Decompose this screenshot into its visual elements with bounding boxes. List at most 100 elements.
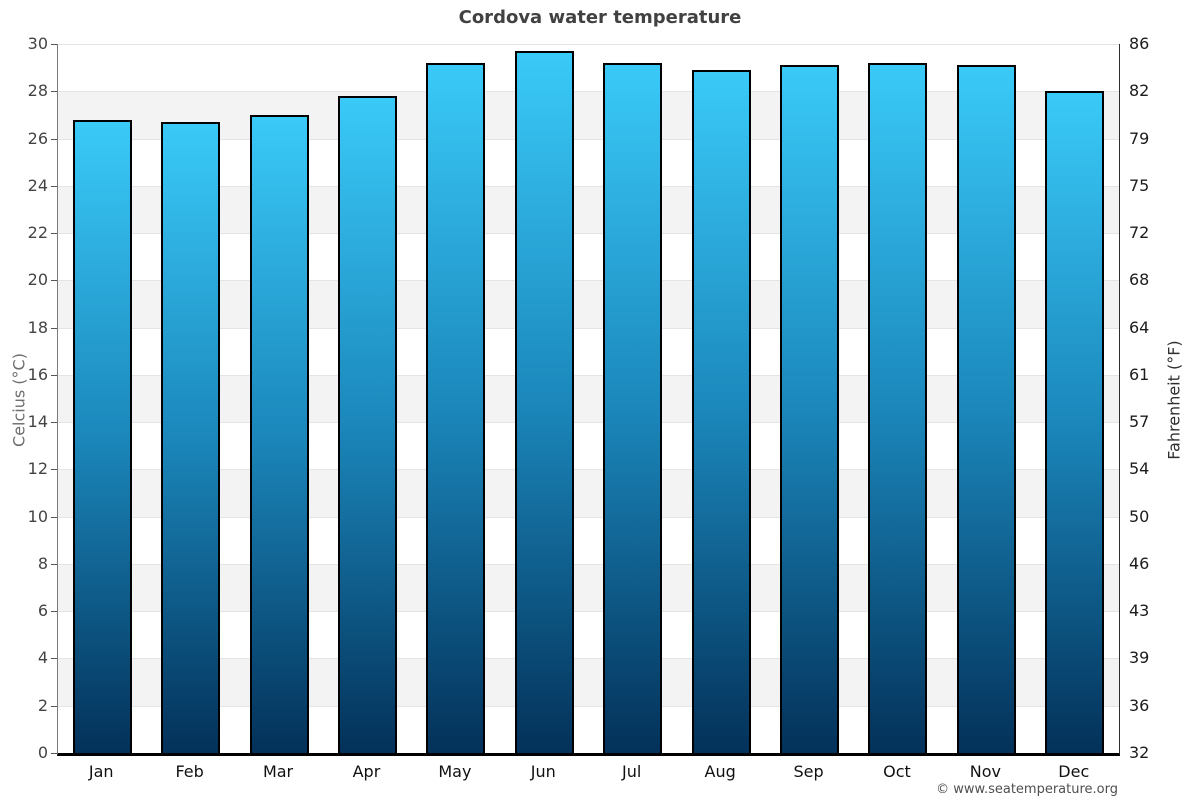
gridline bbox=[58, 233, 1119, 234]
x-tick-label: Nov bbox=[969, 762, 1001, 781]
plot-band bbox=[58, 280, 1119, 328]
x-tick-label: Jun bbox=[530, 762, 556, 781]
y-tick-label-fahrenheit: 50 bbox=[1129, 506, 1150, 526]
x-tick-label: Jul bbox=[622, 762, 642, 781]
gridline bbox=[58, 422, 1119, 423]
y-tick-mark bbox=[51, 469, 57, 471]
plot-band bbox=[58, 516, 1119, 564]
y-tick-mark bbox=[51, 233, 57, 235]
chart-title: Cordova water temperature bbox=[458, 7, 742, 28]
x-tick-label: Dec bbox=[1058, 762, 1090, 781]
bar-jun bbox=[514, 51, 574, 753]
y-tick-label-fahrenheit: 64 bbox=[1129, 317, 1150, 337]
bar-feb bbox=[161, 122, 221, 753]
gridline bbox=[58, 280, 1119, 281]
y-tick-label-fahrenheit: 68 bbox=[1129, 270, 1150, 290]
y-tick-label-celsius: 14 bbox=[27, 412, 48, 432]
bar-aug bbox=[691, 70, 751, 753]
bar-jan bbox=[72, 119, 132, 753]
x-tick-label: Apr bbox=[352, 762, 381, 781]
y-tick-mark bbox=[51, 658, 57, 660]
gridline bbox=[58, 517, 1119, 518]
y-tick-mark bbox=[51, 753, 57, 754]
y-tick-label-celsius: 4 bbox=[37, 648, 48, 668]
x-tick-label: Sep bbox=[793, 762, 824, 781]
y-tick-mark bbox=[51, 611, 57, 613]
y-tick-mark bbox=[51, 91, 57, 93]
y-tick-label-fahrenheit: 36 bbox=[1129, 695, 1150, 715]
plot-band bbox=[58, 185, 1119, 234]
x-tick-label: Oct bbox=[883, 762, 911, 781]
y-tick-label-celsius: 28 bbox=[27, 81, 48, 101]
x-tick-label: Jan bbox=[88, 762, 114, 781]
plot-area bbox=[57, 44, 1120, 756]
y-tick-label-celsius: 22 bbox=[27, 223, 48, 243]
y-tick-label-celsius: 24 bbox=[27, 175, 48, 195]
bar-mar bbox=[249, 114, 309, 753]
gridline bbox=[58, 328, 1119, 329]
bar-dec bbox=[1045, 91, 1105, 753]
y-tick-label-fahrenheit: 86 bbox=[1129, 34, 1150, 53]
y-tick-label-celsius: 12 bbox=[27, 459, 48, 479]
y-tick-label-fahrenheit: 39 bbox=[1129, 648, 1150, 668]
plot-band bbox=[58, 327, 1119, 375]
bar-oct bbox=[868, 62, 928, 753]
plot-band bbox=[58, 658, 1119, 706]
gridline bbox=[58, 611, 1119, 612]
x-tick-label: Feb bbox=[175, 762, 204, 781]
y-tick-label-celsius: 16 bbox=[27, 364, 48, 384]
y-axis-title-fahrenheit: Fahrenheit (°F) bbox=[1164, 340, 1184, 460]
y-tick-label-fahrenheit: 61 bbox=[1129, 364, 1150, 384]
gridline bbox=[58, 469, 1119, 470]
bar-nov bbox=[956, 65, 1016, 753]
y-tick-label-celsius: 26 bbox=[27, 128, 48, 148]
plot-band bbox=[58, 138, 1119, 186]
y-tick-label-celsius: 2 bbox=[37, 695, 48, 715]
copyright-link[interactable]: © www.seatemperature.org bbox=[936, 782, 1118, 797]
gridline bbox=[58, 186, 1119, 187]
y-tick-label-celsius: 8 bbox=[37, 553, 48, 573]
y-tick-mark bbox=[51, 185, 57, 187]
bar-may bbox=[426, 62, 486, 753]
plot-band bbox=[58, 611, 1119, 659]
y-tick-label-celsius: 0 bbox=[37, 743, 48, 762]
gridline bbox=[58, 91, 1119, 92]
gridline bbox=[58, 139, 1119, 140]
y-tick-label-fahrenheit: 82 bbox=[1129, 81, 1150, 101]
gridline bbox=[58, 44, 1119, 45]
y-tick-mark bbox=[51, 563, 57, 565]
y-tick-mark bbox=[51, 374, 57, 376]
x-tick-label: Mar bbox=[262, 762, 294, 781]
plot-band bbox=[58, 563, 1119, 612]
y-tick-label-celsius: 20 bbox=[27, 270, 48, 290]
x-tick-label: Aug bbox=[704, 762, 736, 781]
plot-band bbox=[58, 705, 1119, 753]
y-tick-label-fahrenheit: 57 bbox=[1129, 412, 1150, 432]
y-tick-label-fahrenheit: 32 bbox=[1129, 743, 1150, 762]
y-tick-label-celsius: 10 bbox=[27, 506, 48, 526]
bar-jul bbox=[603, 62, 663, 753]
plot-band bbox=[58, 44, 1119, 92]
y-tick-label-celsius: 18 bbox=[27, 317, 48, 337]
y-tick-label-fahrenheit: 46 bbox=[1129, 553, 1150, 573]
bar-sep bbox=[780, 65, 840, 753]
y-tick-label-fahrenheit: 43 bbox=[1129, 601, 1150, 621]
y-tick-label-fahrenheit: 54 bbox=[1129, 459, 1150, 479]
y-tick-mark bbox=[51, 327, 57, 329]
plot-band bbox=[58, 422, 1119, 470]
y-tick-mark bbox=[51, 138, 57, 140]
plot-band bbox=[58, 469, 1119, 517]
y-tick-label-celsius: 6 bbox=[37, 601, 48, 621]
y-tick-mark bbox=[51, 44, 57, 45]
y-tick-label-fahrenheit: 75 bbox=[1129, 175, 1150, 195]
plot-band bbox=[58, 374, 1119, 423]
y-tick-mark bbox=[51, 705, 57, 707]
plot-band bbox=[58, 233, 1119, 281]
gridline bbox=[58, 658, 1119, 659]
y-tick-mark bbox=[51, 422, 57, 424]
y-tick-mark bbox=[51, 516, 57, 518]
x-tick-label: May bbox=[438, 762, 472, 781]
plot-band bbox=[58, 91, 1119, 139]
y-tick-label-celsius: 30 bbox=[27, 34, 48, 53]
